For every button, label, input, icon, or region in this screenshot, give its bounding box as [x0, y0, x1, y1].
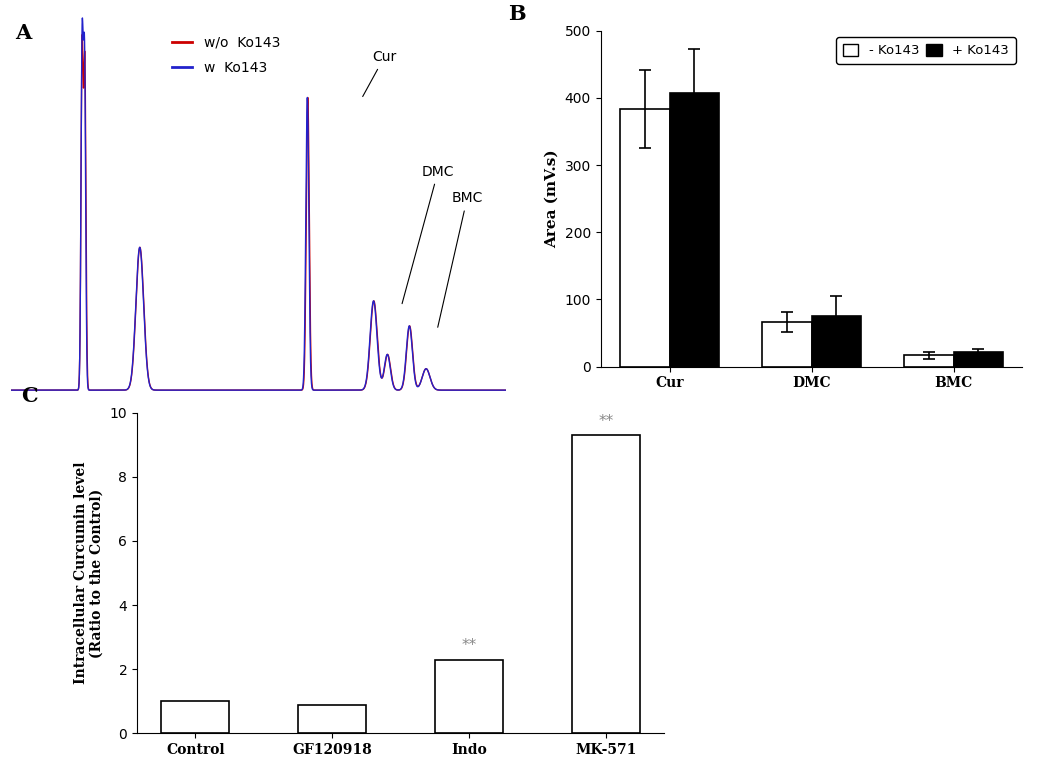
Text: B: B	[508, 4, 526, 24]
Bar	[669, 93, 719, 367]
Text: BMC: BMC	[437, 192, 483, 327]
Bar	[298, 704, 367, 733]
Bar	[954, 352, 1003, 367]
Text: DMC: DMC	[402, 165, 454, 303]
Bar	[904, 355, 954, 367]
Bar	[812, 316, 861, 367]
Bar	[620, 109, 669, 367]
Text: **: **	[599, 413, 613, 429]
Text: Cur: Cur	[363, 50, 396, 96]
Bar	[161, 701, 230, 733]
Y-axis label: Intracellular Curcumin level
(Ratio to the Control): Intracellular Curcumin level (Ratio to t…	[74, 461, 104, 685]
Bar	[571, 435, 640, 733]
Text: **: **	[462, 638, 476, 653]
Text: A: A	[16, 23, 32, 43]
Legend: w/o  Ko143, w  Ko143: w/o Ko143, w Ko143	[167, 30, 286, 80]
Y-axis label: Area (mV.s): Area (mV.s)	[545, 149, 559, 248]
Bar	[434, 659, 503, 733]
Bar	[762, 322, 812, 367]
Text: C: C	[21, 386, 38, 406]
Legend: - Ko143, + Ko143: - Ko143, + Ko143	[836, 37, 1016, 63]
